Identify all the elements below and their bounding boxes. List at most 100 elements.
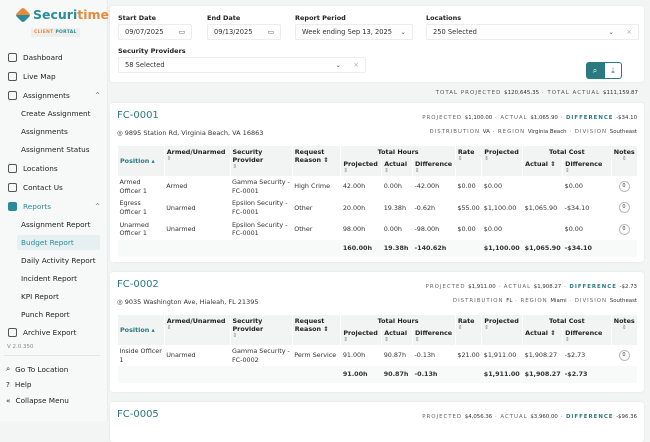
calendar-icon[interactable]: ▭: [267, 28, 274, 36]
sort-icon[interactable]: ⇕: [484, 156, 489, 162]
column-group-total-hours[interactable]: Total Hours: [340, 146, 456, 158]
column-header-cost-difference[interactable]: Difference ⇕: [562, 327, 611, 345]
column-header-hours-actual[interactable]: Actual ⇕: [381, 327, 413, 345]
column-header-armed[interactable]: Armed/Unarmed ⇕: [163, 146, 230, 176]
sidebar-item-assignments[interactable]: Assignments ^: [8, 88, 100, 102]
sidebar-subitem[interactable]: Punch Report: [21, 310, 70, 319]
sort-icon[interactable]: ⇕: [621, 325, 627, 331]
cell: -$34.10: [564, 203, 590, 212]
sidebar-item-dashboard[interactable]: Dashboard: [8, 50, 100, 64]
cell: $1,100.00: [483, 203, 517, 212]
column-header-hours-difference[interactable]: Difference ⇕: [411, 158, 456, 176]
sidebar-subitem[interactable]: Create Assignment: [21, 109, 91, 118]
cell: Gamma Security - FC-0001: [232, 178, 290, 195]
sidebar-item-live-map[interactable]: Live Map: [8, 69, 100, 83]
sidebar-item-archive-export[interactable]: Archive Export: [8, 325, 100, 339]
end-date-input[interactable]: 09/13/2025 ▭: [207, 24, 281, 40]
location-code[interactable]: FC-0005: [117, 409, 159, 420]
search-button[interactable]: ⌕: [586, 62, 604, 79]
column-header-hours-actual[interactable]: Actual ⇕: [381, 158, 413, 176]
column-header-cost-actual[interactable]: Actual ⇕: [522, 327, 563, 345]
cell: Epsilon Security - FC-0001: [232, 220, 288, 238]
logo[interactable]: Securitime: [15, 6, 109, 23]
sidebar-subitem[interactable]: KPI Report: [21, 292, 59, 301]
sort-icon[interactable]: ⇕: [457, 325, 463, 331]
sort-icon[interactable]: ⇕: [343, 168, 348, 174]
sidebar-go-to-location[interactable]: ⌕ Go To Location: [6, 364, 68, 374]
column-group-total-cost[interactable]: Total Cost: [522, 315, 611, 327]
notes-count-button[interactable]: 0: [618, 223, 630, 235]
column-header-position[interactable]: Position ▴: [117, 315, 165, 345]
sidebar-help[interactable]: ? Help: [6, 380, 32, 389]
column-header-cost-projected[interactable]: Projected ⇕: [481, 146, 523, 176]
total-cell: [117, 239, 165, 257]
column-group-total-cost[interactable]: Total Cost: [522, 146, 611, 158]
sidebar-subitem[interactable]: Assignments: [21, 127, 68, 136]
sidebar-item-label: Dashboard: [23, 52, 63, 62]
export-button[interactable]: ⤓: [604, 62, 622, 79]
chevron-up-icon[interactable]: ^: [94, 91, 100, 99]
location-code[interactable]: FC-0002: [117, 279, 159, 290]
sort-icon[interactable]: ⇕: [565, 337, 570, 343]
column-header-reason[interactable]: Request Reason ⇕: [291, 146, 341, 176]
column-group-total-hours[interactable]: Total Hours: [340, 315, 456, 327]
clear-icon[interactable]: ×: [626, 28, 632, 36]
notes-count-button[interactable]: 0: [618, 350, 630, 362]
sidebar-collapse-menu[interactable]: « Collapse Menu: [6, 396, 69, 405]
sort-icon[interactable]: ⇕: [232, 164, 238, 170]
sidebar-item-contact-us[interactable]: Contact Us: [8, 180, 100, 194]
cell: 0: [611, 219, 637, 240]
sort-icon[interactable]: ⇕: [232, 333, 238, 339]
report-period-select[interactable]: Week ending Sep 13, 2025 ⌄: [295, 24, 413, 40]
sidebar-subitem[interactable]: Daily Activity Report: [21, 256, 96, 265]
column-header-position[interactable]: Position ▴: [117, 146, 165, 176]
column-header-cost-actual[interactable]: Actual ⇕: [522, 158, 563, 176]
sort-icon[interactable]: ⇕: [621, 156, 627, 162]
total-cell: -140.62h: [412, 239, 456, 257]
sort-icon[interactable]: ⇕: [343, 337, 348, 343]
sidebar-item-locations[interactable]: Locations: [8, 161, 100, 175]
notes-count-button[interactable]: 0: [618, 181, 630, 193]
sort-icon[interactable]: ⇕: [166, 156, 172, 162]
total-cell: [164, 239, 230, 257]
start-date-input[interactable]: 09/07/2025 ▭: [118, 24, 192, 40]
budget-table: Position ▴ Armed/Unarmed ⇕ Security Provide…: [117, 146, 637, 257]
sidebar-subitem[interactable]: Budget Report: [17, 235, 100, 250]
sort-icon[interactable]: ⇕: [484, 325, 489, 331]
column-header-notes[interactable]: Notes ⇕: [610, 146, 637, 176]
sort-icon[interactable]: ⇕: [384, 168, 389, 174]
column-header-cost-difference[interactable]: Difference ⇕: [562, 158, 611, 176]
column-header-armed[interactable]: Armed/Unarmed ⇕: [163, 315, 230, 345]
history-icon: [8, 327, 17, 337]
column-header-hours-projected[interactable]: Projected ⇕: [340, 158, 382, 176]
sidebar-subitem[interactable]: Incident Report: [21, 274, 77, 283]
sidebar-subitem[interactable]: Assignment Report: [21, 220, 91, 229]
notes-count-button[interactable]: 0: [618, 202, 630, 214]
column-header-provider[interactable]: Security Provider ⇕: [229, 315, 293, 345]
locations-select[interactable]: 250 Selected ⌄ ×: [426, 24, 639, 40]
location-code[interactable]: FC-0001: [117, 110, 159, 121]
cell: $1,911.00: [483, 351, 517, 360]
security-providers-select[interactable]: 58 Selected ⌄ ×: [118, 57, 366, 73]
sort-icon[interactable]: ⇕: [414, 168, 420, 174]
column-header-cost-projected[interactable]: Projected ⇕: [481, 315, 523, 345]
column-header-provider[interactable]: Security Provider ⇕: [229, 146, 293, 176]
calendar-icon[interactable]: ▭: [178, 28, 185, 36]
sort-icon[interactable]: ⇕: [565, 168, 570, 174]
sidebar-item-reports[interactable]: Reports ^: [8, 199, 100, 213]
clear-icon[interactable]: ×: [353, 61, 359, 69]
cell: 0: [611, 176, 637, 197]
cell: $1,908.27: [524, 351, 558, 360]
chevron-up-icon[interactable]: ^: [94, 202, 100, 210]
column-header-reason[interactable]: Request Reason ⇕: [291, 315, 341, 345]
column-header-rate[interactable]: Rate ⇕: [454, 146, 482, 176]
column-header-hours-difference[interactable]: Difference ⇕: [411, 327, 456, 345]
sidebar-subitem[interactable]: Assignment Status: [21, 145, 90, 154]
column-header-notes[interactable]: Notes ⇕: [610, 315, 637, 345]
column-header-hours-projected[interactable]: Projected ⇕: [340, 327, 382, 345]
column-header-rate[interactable]: Rate ⇕: [454, 315, 482, 345]
sort-icon[interactable]: ⇕: [384, 337, 389, 343]
sort-icon[interactable]: ⇕: [166, 325, 172, 331]
sort-icon[interactable]: ⇕: [414, 337, 420, 343]
sort-icon[interactable]: ⇕: [457, 156, 463, 162]
